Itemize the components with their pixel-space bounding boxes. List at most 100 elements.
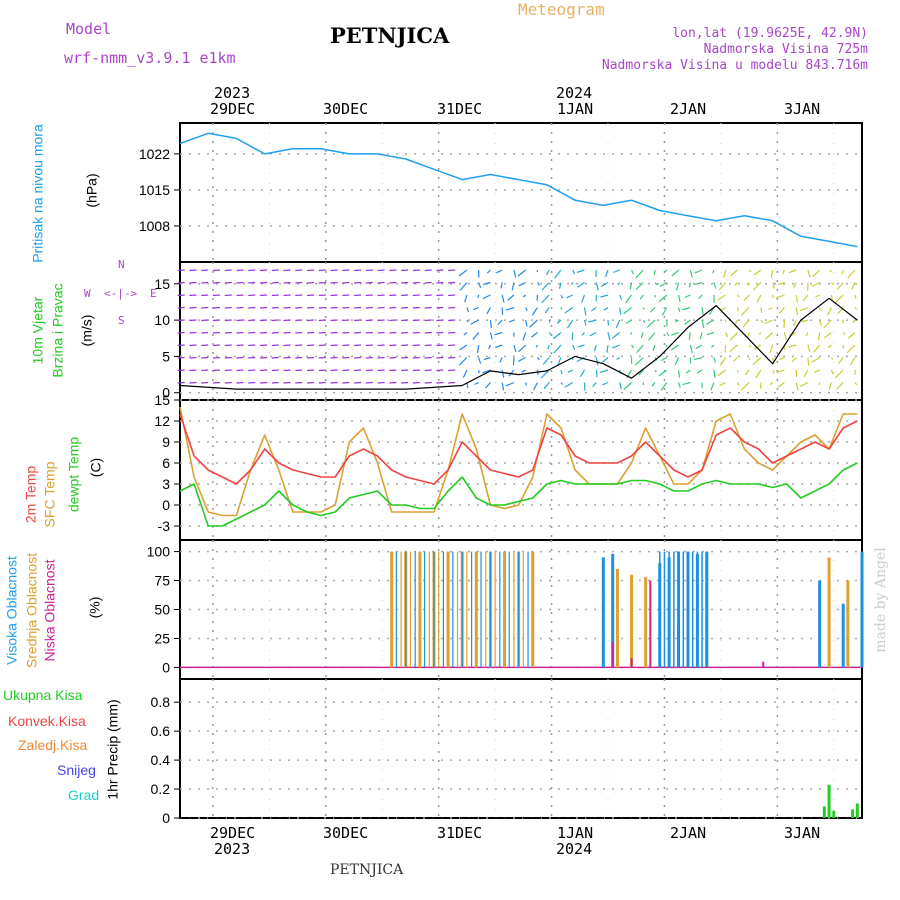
wind-arrow xyxy=(617,282,621,286)
wind-arrow xyxy=(464,294,468,303)
cloud-high-bar xyxy=(841,603,845,668)
wind-arrow xyxy=(412,331,420,334)
wind-arrow xyxy=(685,369,691,374)
wind-arrow xyxy=(556,319,562,324)
wind-arrow xyxy=(712,269,715,274)
wind-arrow xyxy=(236,281,244,284)
wind-arrow xyxy=(653,269,656,276)
wind-arrow xyxy=(589,331,597,337)
wind-arrow xyxy=(630,269,634,275)
wind-arrow xyxy=(544,307,550,314)
wind-arrow xyxy=(713,282,717,289)
wind-arrow xyxy=(779,356,785,361)
wind-arrow xyxy=(743,294,750,302)
wind-arrow xyxy=(485,382,491,389)
wind-arrow xyxy=(283,319,291,322)
wind-arrow xyxy=(412,369,420,372)
wind-arrow xyxy=(271,356,279,359)
wind-arrow xyxy=(581,332,585,336)
wind-arrow xyxy=(552,332,562,340)
wind-arrow xyxy=(436,319,444,322)
wind-arrow xyxy=(782,269,785,275)
wind-arrow xyxy=(201,281,209,284)
temp-tick-label-4: 3 xyxy=(162,476,170,492)
wind-arrow xyxy=(459,344,468,351)
wind-arrow xyxy=(342,331,350,334)
wind-arrow xyxy=(224,281,232,284)
wind-arrow xyxy=(489,319,492,329)
wind-arrow xyxy=(795,307,799,316)
temp-tick-label-5: 0 xyxy=(162,497,170,513)
wind-arrow xyxy=(807,357,810,366)
wind-arrow xyxy=(830,282,834,286)
wind-arrow xyxy=(760,307,763,313)
wind-arrow xyxy=(646,319,656,328)
wind-arrow xyxy=(424,356,432,359)
wind-arrow xyxy=(719,381,726,387)
wind-arrow xyxy=(201,356,209,359)
wind-arrow xyxy=(642,307,645,310)
wind-arrow xyxy=(459,282,468,291)
wind-arrow xyxy=(424,331,432,334)
wind-arrow xyxy=(307,381,315,384)
top-day-31dec: 31DEC xyxy=(437,100,483,118)
wind-arrow xyxy=(189,306,197,309)
wind-arrow xyxy=(847,332,856,339)
wind-arrow xyxy=(354,306,362,309)
wind-arrow xyxy=(318,369,326,372)
wind-arrow xyxy=(829,269,832,273)
wind-arrow xyxy=(689,344,693,354)
wind-arrow xyxy=(651,382,656,387)
wind-arrow xyxy=(448,369,456,372)
wind-arrow xyxy=(638,369,644,376)
cloud-high-bar xyxy=(601,557,605,668)
wind-arrow xyxy=(593,344,597,352)
wind-arrow xyxy=(603,306,609,311)
wind-arrow xyxy=(236,331,244,334)
wind-arrow xyxy=(811,281,820,287)
wind-arrow xyxy=(295,344,303,347)
wind-arrow xyxy=(505,306,515,311)
wind-arrow xyxy=(817,332,821,341)
wind-arrow xyxy=(788,344,797,348)
wind-arrow xyxy=(295,281,303,284)
pressure-tick-label-0: 1022 xyxy=(139,146,170,162)
wind-arrow xyxy=(694,356,703,361)
temp-panel-frame xyxy=(179,399,863,541)
wind-arrow xyxy=(248,294,256,297)
wind-arrow xyxy=(601,357,609,363)
wind-arrow xyxy=(412,281,420,284)
wind-arrow xyxy=(717,369,726,377)
wind-arrow xyxy=(248,331,256,334)
wind-arrow xyxy=(201,269,209,272)
wind-arrow xyxy=(377,319,385,322)
top-day-1jan: 1JAN xyxy=(557,100,594,118)
cloud-low-bar xyxy=(630,658,633,668)
wind-arrow xyxy=(675,319,679,323)
wind-arrow xyxy=(412,319,420,322)
wind-arrow xyxy=(827,344,832,349)
wind-arrow xyxy=(513,269,517,278)
wind-arrow xyxy=(664,269,668,273)
wind-arrow xyxy=(659,281,668,287)
wind-arrow xyxy=(764,319,773,325)
wind-arrow xyxy=(765,332,774,340)
model-name: wrf-nmm_v3.9.1 e1km xyxy=(64,49,236,67)
cloud-high-bar xyxy=(860,551,864,668)
bottom-day-31dec: 31DEC xyxy=(437,824,483,842)
wind-arrow xyxy=(177,319,185,322)
wind-arrow xyxy=(177,269,185,272)
wind-arrow xyxy=(330,269,338,272)
wind-arrow xyxy=(189,331,197,334)
wind-arrow xyxy=(607,332,611,341)
wind-arrow xyxy=(177,294,185,297)
meteogram-title: Meteogram xyxy=(518,0,605,19)
pressure-tick-label-2: 1008 xyxy=(139,218,170,234)
wind-arrow xyxy=(812,269,821,278)
wind-arrow xyxy=(507,294,515,301)
wind-arrow xyxy=(259,319,268,322)
wind-arrow xyxy=(570,282,574,285)
wind-arrow xyxy=(631,344,635,349)
wind-arrow xyxy=(705,319,715,325)
wind-arrow xyxy=(772,369,775,375)
